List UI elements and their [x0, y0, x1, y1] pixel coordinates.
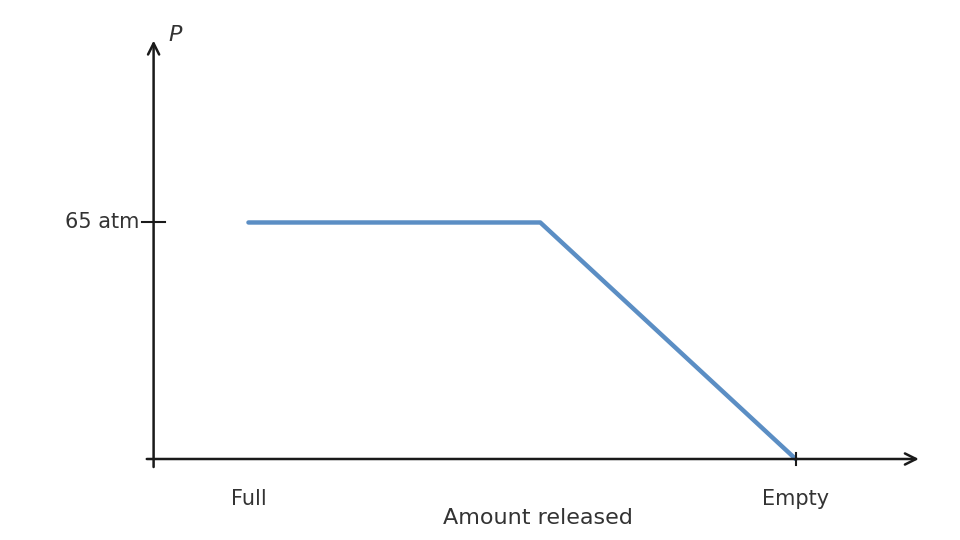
Text: Full: Full — [230, 489, 266, 509]
Text: 65 atm: 65 atm — [65, 212, 139, 233]
Text: Empty: Empty — [762, 489, 829, 509]
Text: Amount released: Amount released — [443, 508, 633, 529]
Text: P: P — [168, 25, 181, 45]
